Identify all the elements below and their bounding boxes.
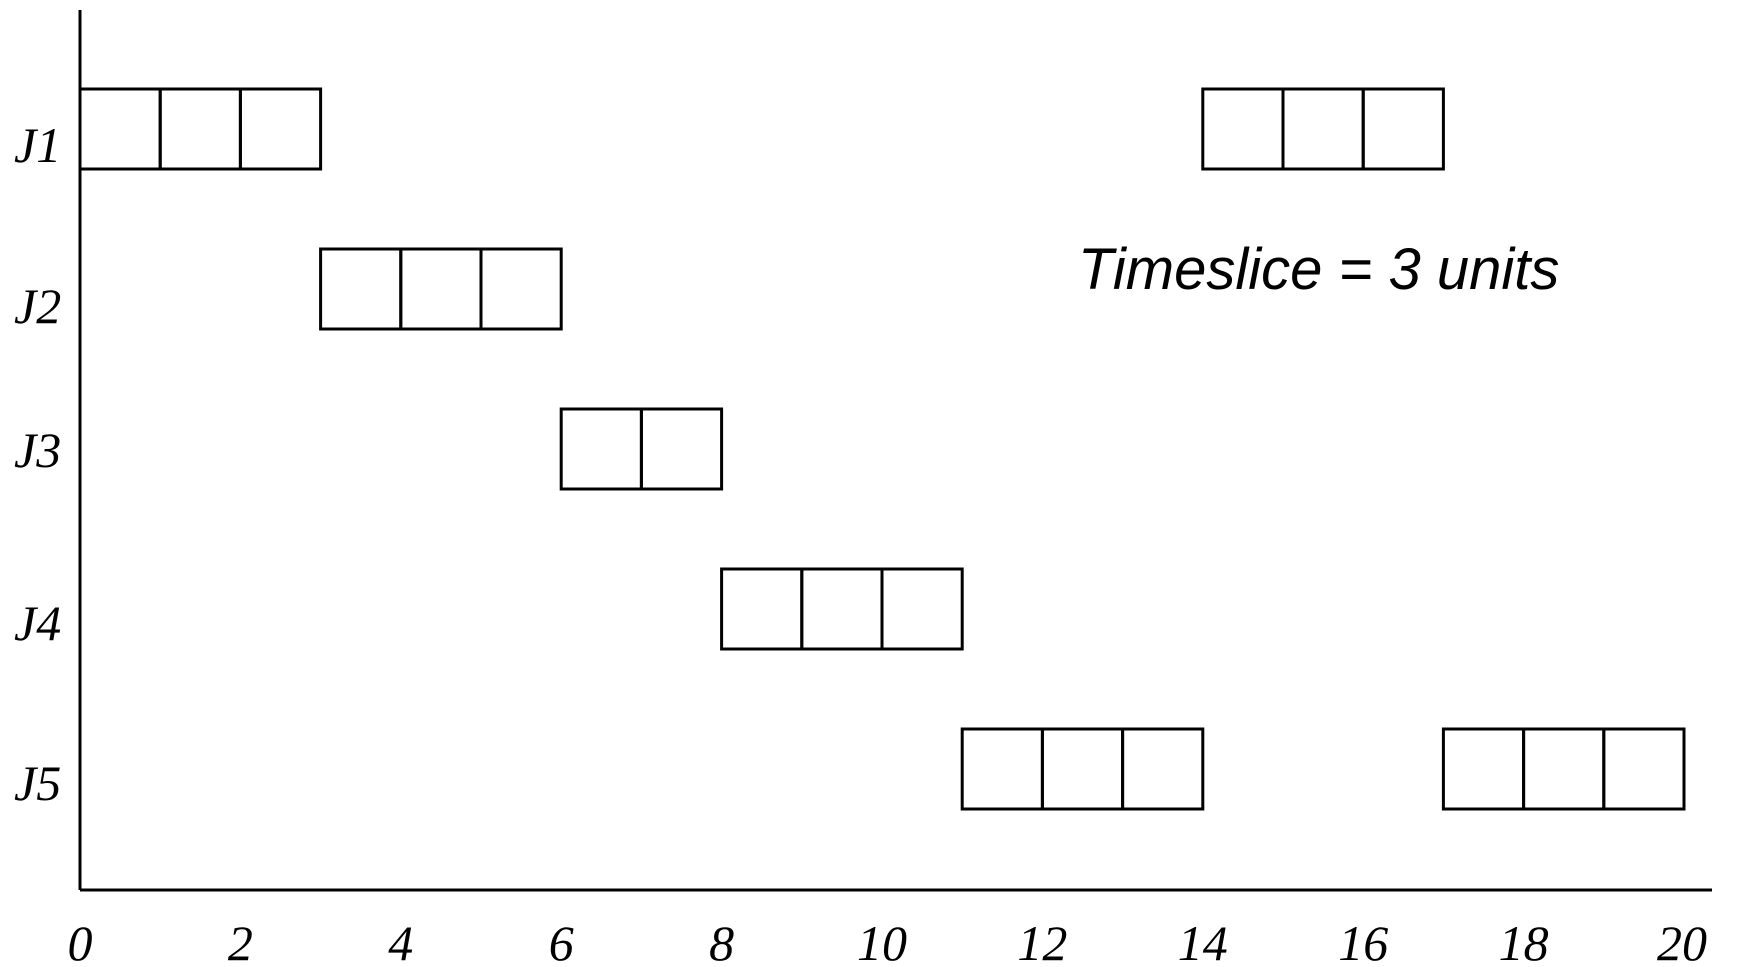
time-unit-cell-j1-t16 (1361, 87, 1445, 171)
x-tick-label-10: 10 (857, 915, 907, 967)
time-blocks (78, 87, 1686, 811)
x-tick-label-14: 14 (1178, 915, 1228, 967)
x-tick-label-0: 0 (68, 915, 93, 967)
x-tick-label-20: 20 (1657, 915, 1707, 967)
time-unit-cell-j2-t4 (399, 247, 483, 331)
row-label-j1: J1 (14, 117, 61, 173)
time-unit-cell-j1-t2 (238, 87, 323, 171)
time-unit-cell-j5-t17 (1441, 727, 1526, 811)
x-tick-label-18: 18 (1499, 915, 1549, 967)
row-label-j3: J3 (14, 422, 61, 478)
x-tick-label-6: 6 (549, 915, 574, 967)
time-unit-cell-j2-t5 (479, 247, 563, 331)
time-unit-cell-j1-t15 (1281, 87, 1365, 171)
row-label-j4: J4 (14, 595, 61, 651)
time-unit-cell-j2-t3 (319, 247, 403, 331)
time-unit-cell-j5-t12 (1040, 727, 1125, 811)
time-unit-cell-j5-t18 (1522, 727, 1606, 811)
x-tick-label-8: 8 (709, 915, 734, 967)
time-unit-cell-j4-t10 (880, 567, 964, 651)
time-unit-cell-j4-t8 (720, 567, 804, 651)
time-unit-cell-j5-t11 (960, 727, 1044, 811)
time-unit-cell-j3-t6 (559, 407, 643, 491)
time-unit-cell-j4-t9 (800, 567, 884, 651)
x-tick-label-12: 12 (1017, 915, 1067, 967)
x-tick-label-2: 2 (228, 915, 253, 967)
time-unit-cell-j3-t7 (639, 407, 724, 491)
x-tick-labels: 0 2 4 6 8 10 12 14 16 18 20 (68, 915, 1708, 967)
time-unit-cell-j1-t0 (78, 87, 162, 171)
x-tick-label-16: 16 (1338, 915, 1388, 967)
row-label-j5: J5 (14, 755, 61, 811)
time-unit-cell-j1-t14 (1201, 87, 1285, 171)
time-unit-cell-j5-t19 (1602, 727, 1686, 811)
time-unit-cell-j5-t13 (1121, 727, 1205, 811)
row-labels: J1 J2 J3 J4 J5 (14, 117, 61, 811)
row-label-j2: J2 (14, 278, 61, 334)
timeslice-annotation: Timeslice = 3 units (1078, 237, 1559, 302)
time-unit-cell-j1-t1 (158, 87, 242, 171)
x-tick-label-4: 4 (388, 915, 413, 967)
